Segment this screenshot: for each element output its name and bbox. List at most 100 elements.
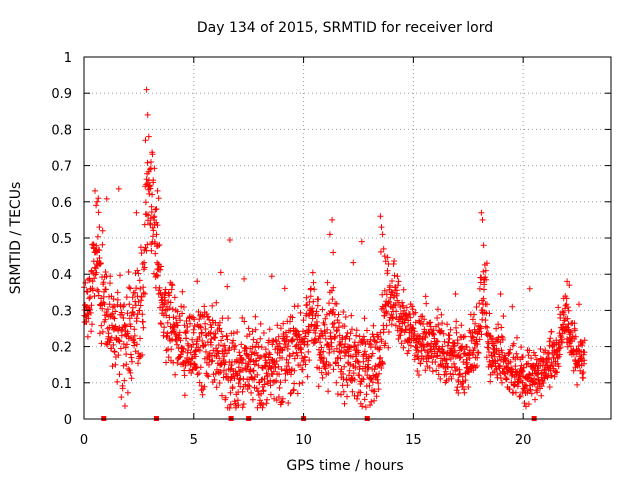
- data-point: [121, 302, 128, 308]
- data-point: [238, 341, 245, 348]
- data-point: [580, 351, 587, 358]
- data-point: [333, 359, 339, 366]
- data-point: [453, 318, 460, 325]
- data-point: [377, 248, 384, 255]
- data-point: [351, 376, 358, 383]
- data-point: [489, 335, 496, 342]
- data-point-peak: [480, 242, 487, 249]
- data-point: [299, 366, 306, 373]
- data-point: [383, 308, 390, 315]
- data-point: [482, 317, 489, 324]
- data-point: [257, 320, 264, 327]
- data-point: [109, 304, 116, 311]
- data-point: [380, 305, 387, 312]
- data-point: [478, 325, 485, 332]
- data-point: [297, 362, 304, 369]
- data-point: [228, 362, 235, 369]
- data-point: [496, 353, 503, 360]
- data-point: [325, 388, 332, 395]
- data-point: [447, 370, 454, 377]
- data-point: [324, 279, 331, 286]
- data-point: [482, 323, 489, 330]
- data-point: [503, 376, 510, 383]
- data-point-peak: [380, 245, 387, 252]
- data-point: [172, 371, 179, 378]
- data-point: [91, 275, 98, 282]
- data-point: [140, 289, 147, 296]
- data-point: [435, 306, 441, 313]
- data-point: [275, 333, 282, 340]
- data-point: [246, 331, 253, 338]
- data-point: [447, 356, 454, 362]
- data-point: [138, 294, 145, 300]
- data-point-peak: [379, 231, 386, 238]
- data-point: [400, 310, 406, 317]
- data-point: [205, 373, 212, 380]
- data-point: [148, 247, 155, 254]
- data-point: [535, 367, 542, 374]
- data-point: [153, 206, 160, 212]
- data-point-peak: [381, 253, 388, 260]
- data-point: [253, 358, 260, 365]
- data-point: [538, 383, 545, 390]
- data-point: [252, 344, 259, 351]
- data-point: [194, 371, 201, 378]
- data-point: [311, 286, 318, 293]
- data-point: [481, 286, 487, 293]
- data-point: [248, 389, 255, 396]
- data-point: [110, 296, 117, 302]
- data-point: [263, 359, 270, 366]
- data-point: [330, 284, 337, 291]
- data-point: [116, 337, 123, 344]
- data-point: [213, 299, 220, 306]
- data-point: [369, 350, 376, 357]
- data-point: [285, 359, 292, 366]
- data-point: [162, 286, 169, 293]
- data-point: [341, 363, 348, 370]
- data-point: [159, 307, 166, 314]
- data-point: [344, 382, 351, 389]
- data-point: [493, 325, 500, 332]
- data-point: [242, 381, 249, 388]
- data-point: [321, 321, 328, 328]
- data-point: [532, 396, 538, 403]
- data-point: [373, 393, 380, 400]
- data-point: [285, 400, 292, 406]
- data-point: [227, 401, 234, 408]
- data-point: [291, 367, 298, 374]
- data-point: [364, 327, 370, 334]
- data-point: [385, 344, 392, 351]
- data-point: [164, 330, 171, 337]
- data-point: [154, 272, 161, 279]
- data-point: [124, 310, 131, 317]
- data-point: [174, 341, 181, 348]
- data-point: [109, 363, 116, 370]
- data-point: [174, 308, 181, 315]
- data-point: [196, 379, 203, 386]
- data-point: [569, 333, 576, 340]
- data-point: [450, 371, 457, 378]
- data-point: [144, 159, 151, 166]
- data-point: [398, 340, 405, 347]
- data-point: [441, 338, 448, 345]
- data-point: [139, 311, 146, 318]
- data-point: [279, 354, 286, 361]
- data-point: [355, 359, 362, 366]
- data-point: [192, 348, 199, 355]
- data-point: [343, 376, 350, 383]
- data-point: [318, 344, 325, 351]
- data-point: [463, 343, 470, 350]
- data-point: [251, 361, 258, 368]
- data-point: [581, 357, 588, 364]
- data-point: [166, 305, 173, 312]
- data-point-peak: [526, 285, 533, 292]
- data-point: [262, 363, 268, 370]
- data-point: [567, 328, 574, 335]
- data-point: [317, 349, 324, 356]
- data-point: [218, 337, 225, 344]
- data-point: [333, 300, 340, 307]
- y-tick-label: 1: [64, 51, 72, 66]
- data-point: [563, 295, 570, 302]
- data-point: [523, 361, 530, 368]
- data-point: [91, 293, 98, 300]
